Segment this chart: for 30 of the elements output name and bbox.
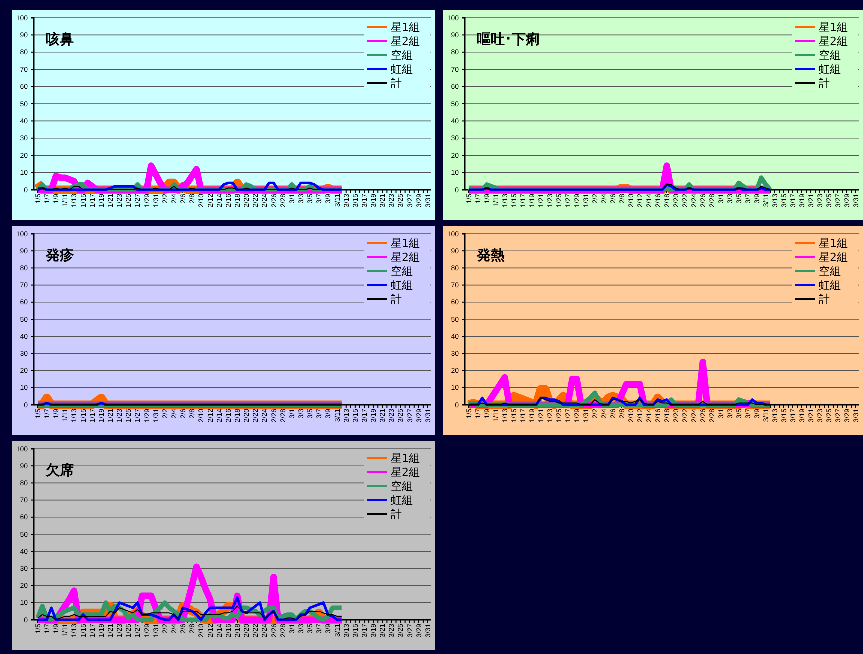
legend-label: 虹組 — [391, 494, 413, 507]
legend-label: 空組 — [391, 480, 413, 493]
legend-label: 星1組 — [819, 237, 848, 250]
legend-label: 計 — [819, 77, 830, 90]
legend-label: 計 — [391, 293, 402, 306]
legend-label: 虹組 — [391, 63, 413, 76]
legend-label: 星1組 — [391, 237, 420, 250]
legend-label: 星2組 — [819, 251, 848, 264]
legend-label: 計 — [391, 508, 402, 521]
legend-label: 虹組 — [391, 279, 413, 292]
legend-label: 空組 — [391, 265, 413, 278]
legend-label: 虹組 — [819, 63, 841, 76]
legend-label: 空組 — [819, 265, 841, 278]
text: 発疹 — [45, 247, 75, 264]
legend-label: 空組 — [819, 49, 841, 62]
legend-label: 計 — [819, 293, 830, 306]
legend-label: 星2組 — [819, 35, 848, 48]
legend-label: 星2組 — [391, 251, 420, 264]
text: 嘔吐･下痢 — [477, 31, 540, 48]
legend-label: 計 — [391, 77, 402, 90]
legend-label: 星1組 — [391, 21, 420, 34]
legend-label: 星2組 — [391, 35, 420, 48]
text: 欠席 — [45, 462, 74, 479]
legend-label: 空組 — [391, 49, 413, 62]
legend-label: 星2組 — [391, 466, 420, 479]
legend-label: 星1組 — [819, 21, 848, 34]
text: 咳鼻 — [46, 31, 74, 48]
text: 発熱 — [476, 248, 505, 264]
legend-label: 星1組 — [391, 452, 420, 465]
legend-label: 虹組 — [819, 279, 841, 292]
